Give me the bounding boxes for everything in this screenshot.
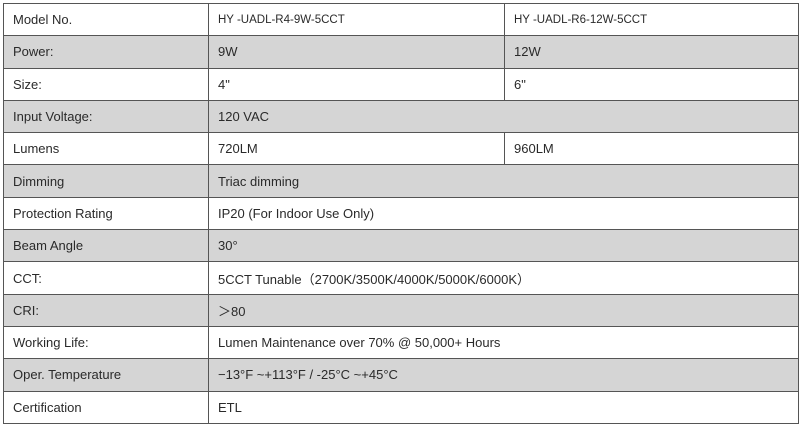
spec-value: −13°F ~+113°F / -25°C ~+45°C bbox=[208, 358, 799, 392]
spec-label: Power: bbox=[3, 35, 209, 69]
spec-value: 12W bbox=[504, 35, 799, 69]
spec-value: 9W bbox=[208, 35, 505, 69]
spec-value: 6" bbox=[504, 67, 799, 101]
spec-row: Beam Angle 30° bbox=[3, 229, 799, 263]
spec-label: Lumens bbox=[3, 132, 209, 166]
spec-value: 120 VAC bbox=[208, 99, 799, 134]
spec-row: Oper. Temperature −13°F ~+113°F / -25°C ~… bbox=[3, 358, 799, 392]
spec-label: Size: bbox=[3, 67, 209, 101]
spec-label: Beam Angle bbox=[3, 229, 209, 263]
spec-row: Certification ETL bbox=[3, 390, 799, 424]
spec-value: 720LM bbox=[208, 132, 505, 166]
spec-value: HY -UADL-R6-12W-5CCT bbox=[504, 2, 799, 37]
spec-row: CRI: ＞80 bbox=[3, 293, 799, 327]
spec-row: Power: 9W 12W bbox=[3, 35, 799, 69]
spec-label: Protection Rating bbox=[3, 196, 209, 231]
spec-value: 960LM bbox=[504, 132, 799, 166]
spec-row: Dimming Triac dimming bbox=[3, 164, 799, 198]
spec-value: 30° bbox=[208, 229, 799, 263]
spec-value: Lumen Maintenance over 70% @ 50,000+ Hou… bbox=[208, 325, 799, 360]
spec-label: Oper. Temperature bbox=[3, 358, 209, 392]
spec-table: Model No. HY -UADL-R4-9W-5CCT HY -UADL-R6-… bbox=[3, 2, 799, 424]
spec-value: IP20 (For Indoor Use Only) bbox=[208, 196, 799, 231]
spec-value: Triac dimming bbox=[208, 164, 799, 198]
spec-label: Input Voltage: bbox=[3, 99, 209, 134]
spec-row: Working Life: Lumen Maintenance over 70% … bbox=[3, 325, 799, 360]
spec-row: Protection Rating IP20 (For Indoor Use On… bbox=[3, 196, 799, 231]
spec-row: Size: 4" 6" bbox=[3, 67, 799, 101]
spec-row: Model No. HY -UADL-R4-9W-5CCT HY -UADL-R6-… bbox=[3, 2, 799, 37]
spec-value: ＞80 bbox=[208, 293, 799, 327]
spec-label: Model No. bbox=[3, 2, 209, 37]
spec-label: Certification bbox=[3, 390, 209, 424]
spec-row: Lumens 720LM 960LM bbox=[3, 132, 799, 166]
spec-label: Working Life: bbox=[3, 325, 209, 360]
spec-label: CCT: bbox=[3, 261, 209, 295]
spec-value: HY -UADL-R4-9W-5CCT bbox=[208, 2, 505, 37]
spec-label: Dimming bbox=[3, 164, 209, 198]
spec-value: 4" bbox=[208, 67, 505, 101]
spec-value: 5CCT Tunable（2700K/3500K/4000K/5000K/600… bbox=[208, 261, 799, 295]
spec-value: ETL bbox=[208, 390, 799, 424]
spec-label: CRI: bbox=[3, 293, 209, 327]
spec-row: CCT: 5CCT Tunable（2700K/3500K/4000K/5000K… bbox=[3, 261, 799, 295]
spec-row: Input Voltage: 120 VAC bbox=[3, 99, 799, 134]
